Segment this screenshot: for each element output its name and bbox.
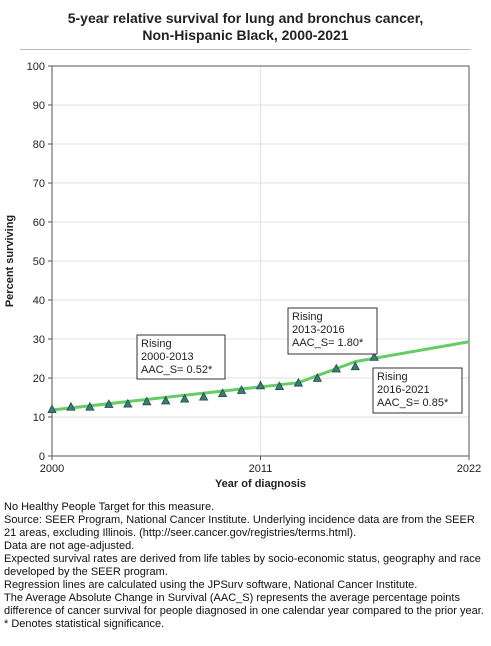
y-tick-label: 60 — [33, 217, 45, 229]
footnote-item: * Denotes statistical significance. — [4, 618, 165, 630]
annotation-text-line: AAC_S= 0.52* — [141, 364, 213, 376]
y-tick-label: 100 — [27, 61, 45, 73]
observed-point-marker — [293, 377, 304, 387]
y-tick-label: 70 — [33, 178, 45, 190]
title-divider — [20, 49, 471, 50]
x-axis-ticks: 2000 2011 2022 — [40, 456, 481, 475]
annotation-text-line: Rising — [377, 371, 408, 383]
chart-title: 5-year relative survival for lung and br… — [0, 10, 491, 44]
observed-point-marker — [104, 399, 114, 408]
annotation-text-line: Rising — [141, 338, 172, 350]
footnote-item: Source: SEER Program, National Cancer In… — [4, 514, 475, 539]
observed-point-marker — [255, 380, 266, 390]
y-tick-label: 80 — [33, 139, 45, 151]
footnote-item: The Average Absolute Change in Survival … — [4, 592, 484, 617]
annotation-text-line: AAC_S= 1.80* — [292, 337, 364, 349]
y-tick-label: 30 — [33, 334, 45, 346]
annotation-text-line: Rising — [292, 311, 323, 323]
chart-title-line1: 5-year relative survival for lung and br… — [67, 10, 424, 26]
observed-point-marker — [161, 395, 171, 405]
annotation-text-line: 2016-2021 — [377, 384, 430, 396]
observed-point-marker — [47, 404, 57, 413]
annotation-frame — [136, 334, 226, 380]
y-tick-label: 0 — [39, 451, 45, 463]
observed-point-marker — [66, 401, 76, 411]
chart-title-line2: Non-Hispanic Black, 2000-2021 — [142, 27, 349, 43]
x-tick-label: 2022 — [457, 463, 481, 475]
observed-point-marker — [312, 373, 323, 382]
annotation-text-line: 2013-2016 — [292, 324, 345, 336]
trend-line-series — [51, 340, 470, 412]
y-tick-label: 40 — [33, 295, 45, 307]
y-tick-label: 10 — [33, 412, 45, 424]
observed-point-marker — [123, 398, 133, 408]
footnote-item: Expected survival rates are derived from… — [4, 553, 481, 578]
observed-point-marker — [85, 401, 95, 411]
annotation-text-line: 2000-2013 — [141, 351, 194, 363]
survival-line-chart: 0 10 20 30 40 50 60 70 80 90 100 2000 2011 2022 Year… — [4, 61, 481, 490]
x-tick-label: 2011 — [249, 463, 273, 475]
x-axis-title: Year of diagnosis — [215, 478, 306, 490]
observed-point-marker — [236, 385, 247, 394]
observed-point-marker — [142, 396, 152, 406]
observed-point-marker — [331, 363, 341, 373]
y-tick-label: 50 — [33, 256, 45, 268]
observed-point-marker — [274, 381, 285, 390]
observed-point-marker — [217, 388, 228, 398]
observed-data-markers — [47, 351, 379, 413]
observed-point-marker — [180, 393, 190, 403]
annotation-text-line: AAC_S= 0.85* — [377, 397, 449, 409]
annotation-frame — [287, 307, 378, 355]
footnotes: No Healthy People Target for this measur… — [4, 501, 488, 631]
footnote-item: Data are not age-adjusted. — [4, 540, 135, 552]
y-tick-label: 90 — [33, 100, 45, 112]
footnote-item: Regression lines are calculated using th… — [4, 579, 418, 591]
annotation-frame — [372, 367, 463, 414]
observed-point-marker — [198, 391, 209, 401]
x-tick-label: 2000 — [40, 463, 64, 475]
y-tick-label: 20 — [33, 373, 45, 385]
y-axis-ticks: 0 10 20 30 40 50 60 70 80 90 100 — [27, 61, 52, 463]
y-axis-title: Percent surviving — [4, 215, 16, 307]
observed-point-marker — [350, 361, 360, 371]
footnote-item: No Healthy People Target for this measur… — [4, 501, 215, 513]
observed-point-marker — [369, 351, 379, 361]
